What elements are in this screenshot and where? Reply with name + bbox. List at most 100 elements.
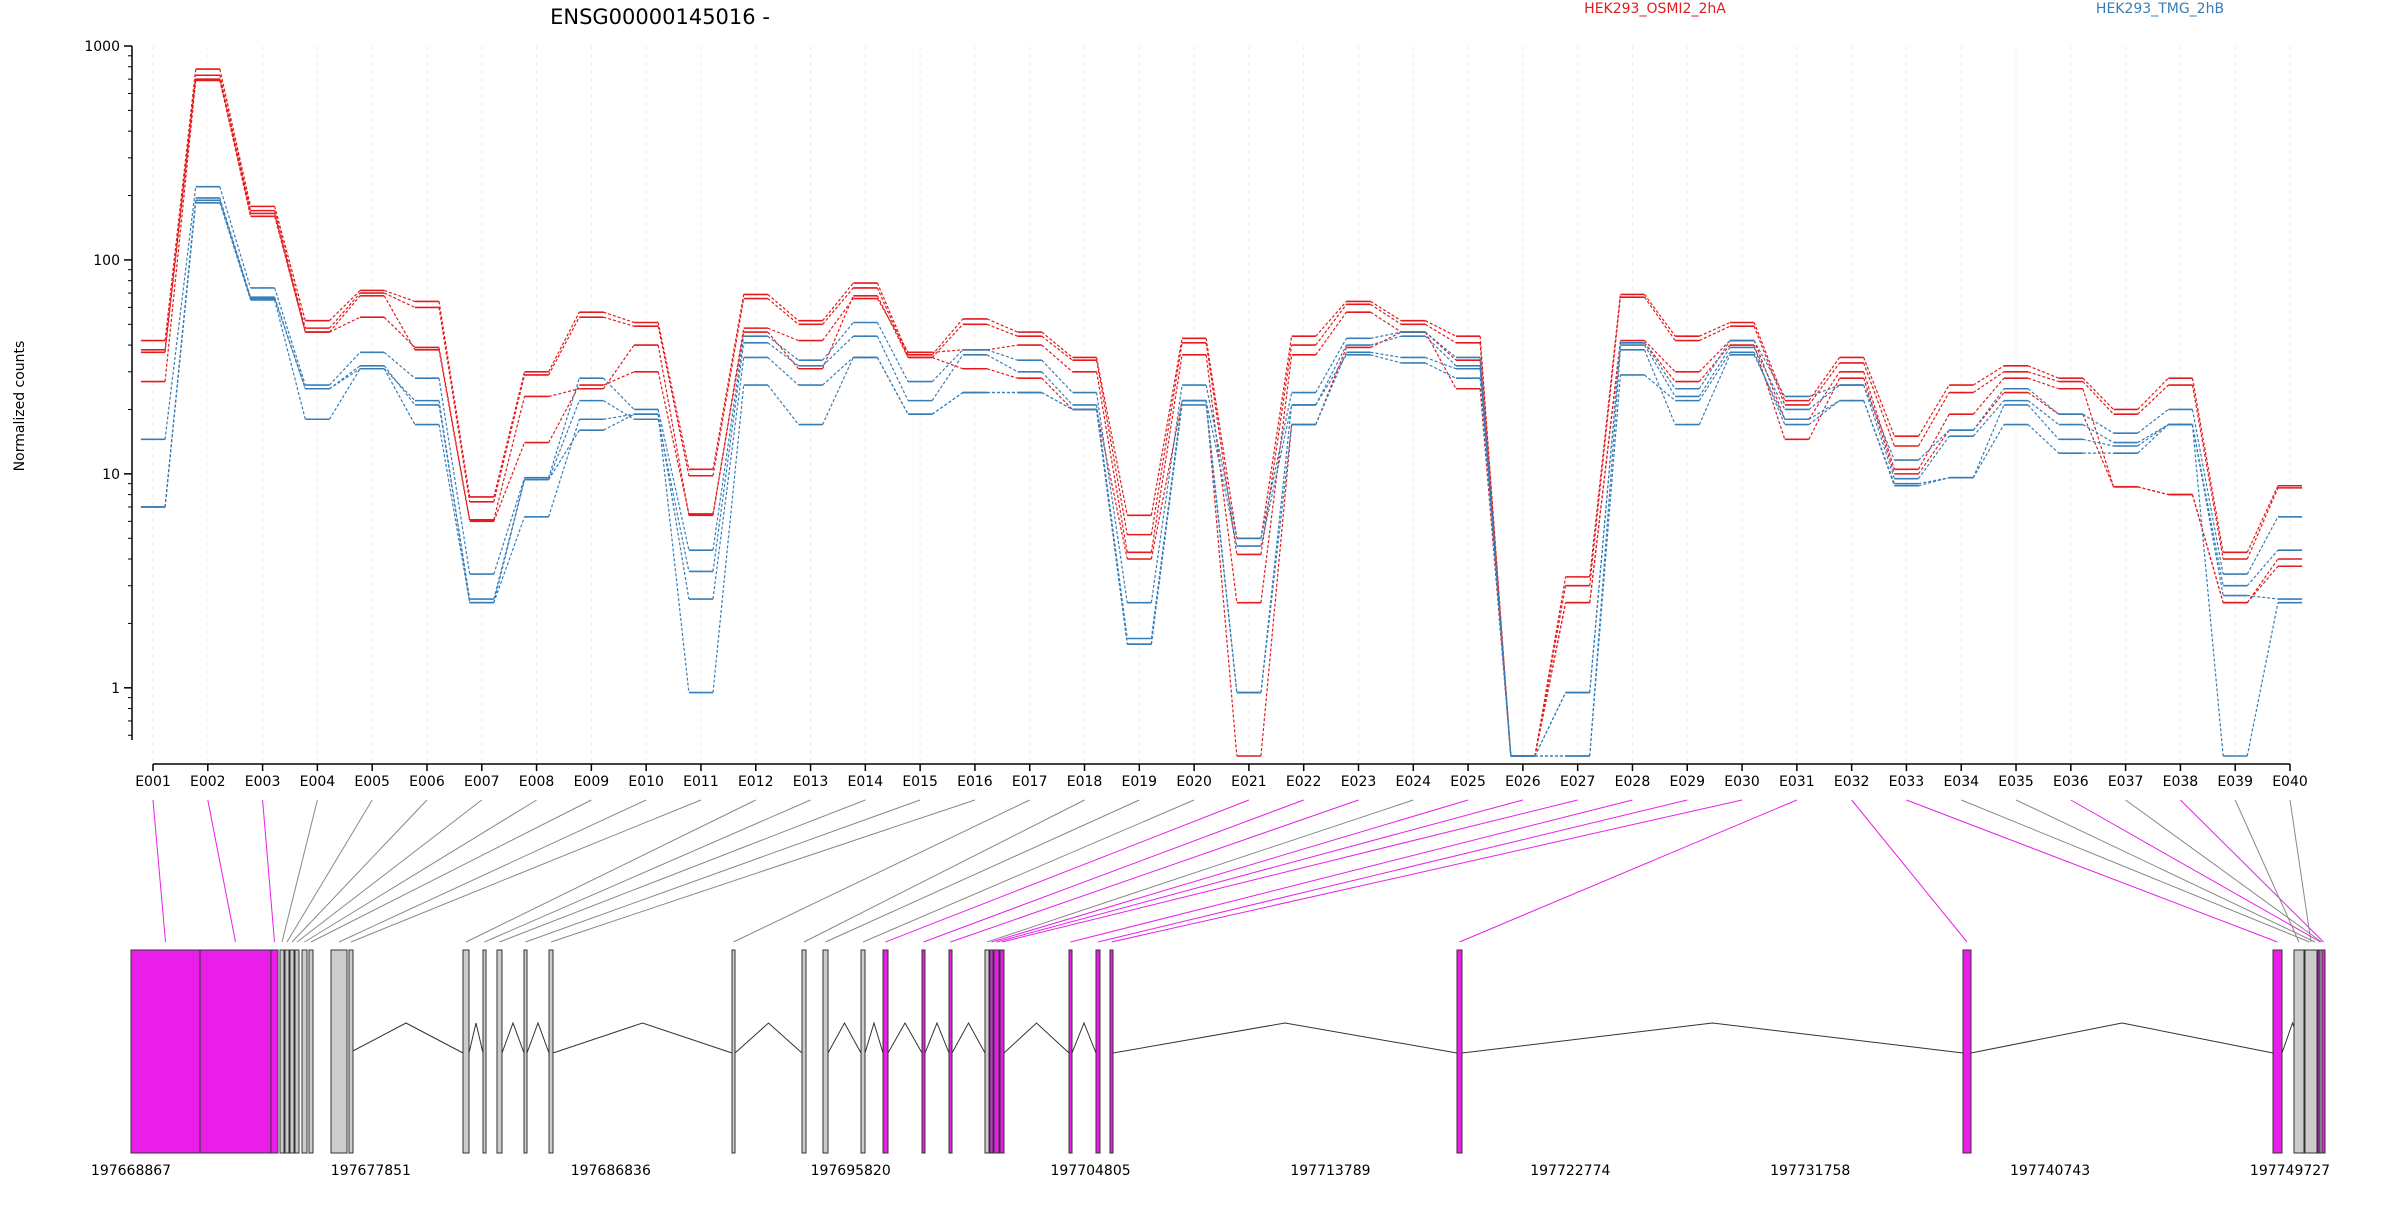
x-tick-label: E011 [683, 774, 719, 790]
series-connector [2191, 424, 2224, 596]
series-connector [986, 354, 1018, 373]
series-connector [2082, 424, 2114, 444]
series-connector [1753, 352, 1786, 425]
exon-box [882, 949, 889, 1154]
series-line [140, 197, 2303, 757]
x-tick-label: E039 [2217, 774, 2253, 790]
x-tick-label: E031 [1779, 774, 1815, 790]
exon-connector [465, 799, 756, 943]
series-connector [931, 323, 964, 358]
series-connector [438, 424, 471, 603]
series-connector [822, 335, 854, 367]
exon-connector [262, 799, 275, 943]
series-connector [2246, 487, 2279, 560]
series-connector [657, 414, 690, 600]
genomic-coordinate-label: 197668867 [91, 1163, 171, 1179]
series-connector [1589, 342, 1622, 603]
series-connector [1315, 303, 1347, 346]
series-connector [1041, 331, 1073, 358]
series-connector [1425, 320, 1457, 337]
exon-box [2304, 949, 2318, 1154]
exon-connector [825, 799, 1140, 943]
series-connector [1972, 365, 2005, 386]
exon-connector [1961, 799, 2310, 943]
x-tick-label: E032 [1834, 774, 1870, 790]
exon-connector [803, 799, 1085, 943]
grid-layer [152, 46, 2291, 764]
series-connector [876, 357, 909, 415]
series-connector [329, 290, 361, 322]
intron-line [1112, 1022, 1458, 1054]
x-tick-label: E002 [190, 774, 226, 790]
series-connector [329, 316, 361, 333]
series-connector [219, 79, 252, 214]
series-connector [602, 377, 635, 410]
x-tick-label: E006 [409, 774, 445, 790]
intron-line [734, 1022, 803, 1054]
exon-connector [1906, 799, 2278, 943]
series-connector [438, 400, 471, 603]
series-connector [1972, 424, 2005, 478]
series-line [140, 78, 2303, 757]
x-tick-label: E027 [1560, 774, 1596, 790]
series-connector [1808, 362, 1841, 406]
exon-box [284, 949, 290, 1154]
x-tick-label: E015 [902, 774, 938, 790]
series-connector [712, 342, 745, 572]
exon-box [330, 949, 348, 1154]
series-connector [2246, 516, 2279, 575]
series-connector [2027, 404, 2060, 440]
series-connector [1370, 300, 1402, 322]
series-connector [1425, 356, 1457, 370]
series-connector [657, 409, 690, 551]
series-connector [493, 516, 526, 603]
intron-line [864, 1021, 884, 1054]
genomic-coordinate-label: 197740743 [2010, 1163, 2090, 1179]
exon-connector [950, 799, 1359, 943]
series-connector [1205, 400, 1238, 547]
series-connector [822, 287, 854, 325]
exon-box [279, 949, 285, 1154]
exon-box [1095, 949, 1101, 1154]
exon-connector [2070, 799, 2321, 943]
series-connector [2191, 494, 2224, 603]
series-connector [1808, 400, 1840, 426]
series-connector [767, 335, 799, 361]
x-tick-label: E005 [354, 774, 390, 790]
exon-connector [2234, 799, 2300, 943]
series-connector [329, 351, 361, 386]
series-connector [2246, 558, 2279, 604]
x-tick-label: E037 [2108, 774, 2144, 790]
exon-connector [1851, 799, 1968, 943]
series-connector [1972, 404, 2005, 478]
series-connector [384, 289, 416, 302]
series-connector [493, 477, 526, 575]
series-connector [2137, 408, 2169, 434]
series-connector [164, 186, 197, 440]
series-connector [1370, 354, 1402, 364]
legend-label-osmi2: HEK293_OSMI2_2hA [1584, 1, 1726, 17]
series-connector [986, 318, 1018, 333]
series-connector [1205, 338, 1238, 539]
series-connector [2191, 424, 2224, 586]
exon-box [822, 949, 829, 1154]
intron-line [887, 1021, 923, 1054]
series-connector [1150, 385, 1183, 603]
exon-connector [733, 799, 1030, 943]
y-tick-label: 100 [93, 253, 120, 269]
exon-box [308, 949, 314, 1154]
exon-box [989, 949, 994, 1154]
series-connector [1205, 400, 1238, 757]
series-connector [1260, 392, 1293, 539]
series-connector [1205, 400, 1238, 693]
series-connector [767, 298, 799, 325]
exon-connector [525, 799, 921, 943]
series-line [140, 74, 2303, 757]
x-tick-label: E020 [1176, 774, 1212, 790]
series-connector [1370, 331, 1402, 339]
exon-box [801, 949, 807, 1154]
series-connector [876, 335, 909, 401]
series-connector [876, 295, 909, 358]
series-connector [2027, 371, 2059, 383]
series-connector [2137, 424, 2169, 454]
